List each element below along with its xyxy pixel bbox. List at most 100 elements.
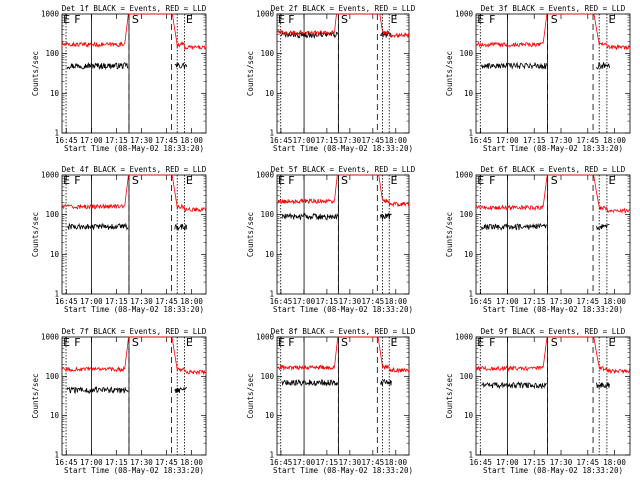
event-marker: E: [186, 174, 193, 187]
event-marker: S: [132, 13, 139, 26]
panel-det-6f: Det 6f BLACK = Events, RED = LLD 1 10 100 10…: [445, 165, 631, 314]
series-events-line: [481, 222, 610, 232]
x-tick-label: 17:30: [339, 297, 362, 306]
y-tick-label: 10: [265, 250, 275, 259]
y-axis-label: Counts/sec: [445, 212, 454, 257]
y-tick-label: 1000: [455, 333, 474, 342]
x-tick-label: 17:15: [523, 458, 546, 467]
x-tick-label: 17:00: [293, 458, 316, 467]
x-tick-label: 17:00: [496, 458, 519, 467]
x-tick-label: 16:45: [55, 458, 78, 467]
event-marker: E: [608, 336, 615, 349]
x-tick-label: 18:00: [385, 136, 408, 145]
y-tick-label: 10: [464, 411, 474, 420]
event-marker: E: [477, 13, 484, 26]
panel-det-8f: Det 8f BLACK = Events, RED = LLD 1 10 100 10…: [246, 327, 416, 475]
x-tick-label: 16:45: [469, 458, 492, 467]
x-tick-label: 16:45: [55, 297, 78, 306]
panel-det-1f: Det 1f BLACK = Events, RED = LLD 1 10 100 10…: [31, 4, 207, 153]
panel-title: Det 1f BLACK = Events, RED = LLD: [62, 4, 207, 13]
x-tick-label: 17:30: [130, 458, 153, 467]
panel-det-9f: Det 9f BLACK = Events, RED = LLD 1 10 100 10…: [445, 327, 631, 475]
x-tick-label: 17:00: [496, 297, 519, 306]
x-axis-label: Start Time (08-May-02 18:33:20): [273, 466, 413, 475]
event-marker: E: [477, 174, 484, 187]
x-tick-label: 18:00: [385, 458, 408, 467]
series-events-line: [66, 61, 188, 71]
y-tick-label: 1000: [455, 10, 474, 19]
x-tick-label: 17:00: [80, 297, 103, 306]
y-tick-label: 1000: [256, 171, 275, 180]
x-tick-label: 18:00: [180, 136, 203, 145]
event-marker: F: [489, 336, 495, 349]
x-tick-label: 17:00: [293, 297, 316, 306]
x-tick-label: 18:00: [180, 297, 203, 306]
x-tick-label: 17:30: [550, 297, 573, 306]
y-tick-label: 100: [459, 372, 473, 381]
x-tick-label: 17:30: [339, 136, 362, 145]
event-marker: E: [391, 174, 398, 187]
y-tick-label: 1: [269, 290, 274, 299]
event-marker: E: [278, 336, 285, 349]
y-tick-label: 1000: [41, 333, 60, 342]
event-marker: E: [63, 336, 70, 349]
panel-title: Det 5f BLACK = Events, RED = LLD: [271, 165, 416, 174]
x-axis-label: Start Time (08-May-02 18:33:20): [64, 466, 204, 475]
series-events-line: [66, 222, 188, 232]
x-tick-label: 16:45: [270, 458, 293, 467]
x-tick-label: 17:15: [105, 297, 128, 306]
series-lld-line: [61, 336, 207, 376]
event-marker: S: [551, 174, 558, 187]
x-axis-label: Start Time (08-May-02 18:33:20): [483, 144, 623, 153]
x-tick-label: 17:15: [523, 136, 546, 145]
x-tick-label: 17:45: [362, 458, 385, 467]
y-tick-label: 100: [260, 49, 274, 58]
event-marker: S: [132, 174, 139, 187]
y-tick-label: 10: [265, 89, 275, 98]
y-tick-label: 100: [45, 372, 59, 381]
series-events-line: [481, 61, 610, 70]
x-tick-label: 17:45: [155, 297, 178, 306]
panel-title: Det 8f BLACK = Events, RED = LLD: [271, 327, 416, 336]
panel-title: Det 7f BLACK = Events, RED = LLD: [62, 327, 207, 336]
panel-title: Det 4f BLACK = Events, RED = LLD: [62, 165, 207, 174]
y-axis-label: Counts/sec: [246, 373, 255, 418]
x-tick-label: 17:00: [80, 458, 103, 467]
x-tick-label: 17:30: [550, 458, 573, 467]
x-axis-label: Start Time (08-May-02 18:33:20): [273, 144, 413, 153]
y-tick-label: 100: [260, 372, 274, 381]
x-tick-label: 18:00: [603, 136, 626, 145]
x-tick-label: 17:45: [155, 136, 178, 145]
x-tick-label: 17:15: [316, 136, 339, 145]
y-axis-label: Counts/sec: [31, 373, 40, 418]
event-marker: E: [63, 174, 70, 187]
y-tick-label: 100: [45, 49, 59, 58]
series-events-line: [281, 379, 392, 387]
y-tick-label: 1: [54, 290, 59, 299]
x-tick-label: 17:00: [496, 136, 519, 145]
y-tick-label: 1: [54, 129, 59, 138]
x-tick-label: 18:00: [385, 297, 408, 306]
event-marker: F: [288, 13, 294, 26]
series-lld-line: [475, 13, 631, 51]
event-marker: E: [391, 336, 398, 349]
event-marker: E: [477, 336, 484, 349]
y-tick-label: 1: [54, 451, 59, 460]
panel-det-7f: Det 7f BLACK = Events, RED = LLD 1 10 100 10…: [31, 327, 207, 475]
y-tick-label: 10: [50, 250, 60, 259]
y-tick-label: 10: [50, 411, 60, 420]
series-lld-line: [61, 13, 207, 51]
x-axis-label: Start Time (08-May-02 18:33:20): [483, 466, 623, 475]
x-tick-label: 18:00: [603, 458, 626, 467]
x-tick-label: 18:00: [603, 297, 626, 306]
x-tick-label: 18:00: [180, 458, 203, 467]
series-lld-line: [276, 336, 410, 374]
panel-title: Det 2f BLACK = Events, RED = LLD: [271, 4, 416, 13]
y-tick-label: 100: [459, 210, 473, 219]
x-tick-label: 16:45: [469, 136, 492, 145]
series-events-line: [481, 381, 610, 390]
y-tick-label: 10: [265, 411, 275, 420]
x-tick-label: 17:45: [577, 458, 600, 467]
panel-det-3f: Det 3f BLACK = Events, RED = LLD 1 10 100 10…: [445, 4, 631, 153]
